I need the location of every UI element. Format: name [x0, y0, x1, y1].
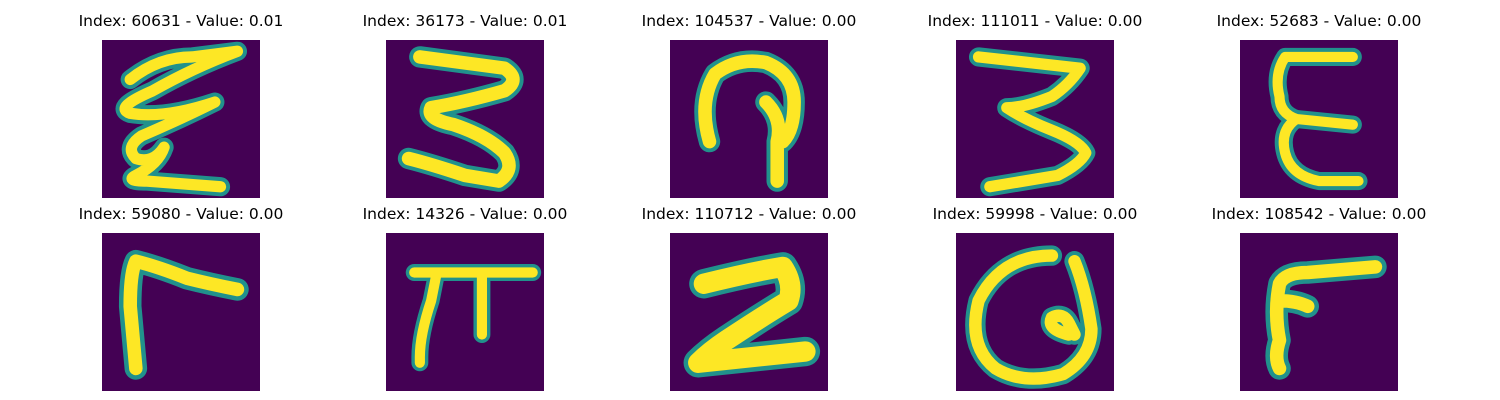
panel-9: Index: 59998 - Value: 0.00 [890, 205, 1180, 395]
panel-title: Index: 14326 - Value: 0.00 [362, 205, 568, 223]
handwritten-digit-image [102, 233, 260, 391]
panel-title: Index: 52683 - Value: 0.00 [1216, 12, 1422, 30]
panel-title: Index: 108542 - Value: 0.00 [1211, 205, 1427, 223]
panel-title: Index: 36173 - Value: 0.01 [362, 12, 568, 30]
panel-title: Index: 111011 - Value: 0.00 [927, 12, 1143, 30]
handwritten-digit-image [1240, 233, 1398, 391]
panel-title: Index: 60631 - Value: 0.01 [78, 12, 284, 30]
panel-10: Index: 108542 - Value: 0.00 [1174, 205, 1464, 395]
handwritten-digit-image [670, 40, 828, 198]
handwritten-digit-image [1240, 40, 1398, 198]
handwritten-digit-image [670, 233, 828, 391]
panel-title: Index: 59998 - Value: 0.00 [932, 205, 1138, 223]
panel-5: Index: 52683 - Value: 0.00 [1174, 12, 1464, 202]
panel-6: Index: 59080 - Value: 0.00 [36, 205, 326, 395]
panel-1: Index: 60631 - Value: 0.01 [36, 12, 326, 202]
handwritten-digit-image [956, 40, 1114, 198]
panel-title: Index: 59080 - Value: 0.00 [78, 205, 284, 223]
panel-2: Index: 36173 - Value: 0.01 [320, 12, 610, 202]
handwritten-digit-image [102, 40, 260, 198]
handwritten-digit-image [956, 233, 1114, 391]
panel-title: Index: 104537 - Value: 0.00 [641, 12, 857, 30]
panel-8: Index: 110712 - Value: 0.00 [604, 205, 894, 395]
handwritten-digit-image [386, 233, 544, 391]
panel-7: Index: 14326 - Value: 0.00 [320, 205, 610, 395]
panel-3: Index: 104537 - Value: 0.00 [604, 12, 894, 202]
panel-4: Index: 111011 - Value: 0.00 [890, 12, 1180, 202]
handwritten-digit-image [386, 40, 544, 198]
panel-title: Index: 110712 - Value: 0.00 [641, 205, 857, 223]
